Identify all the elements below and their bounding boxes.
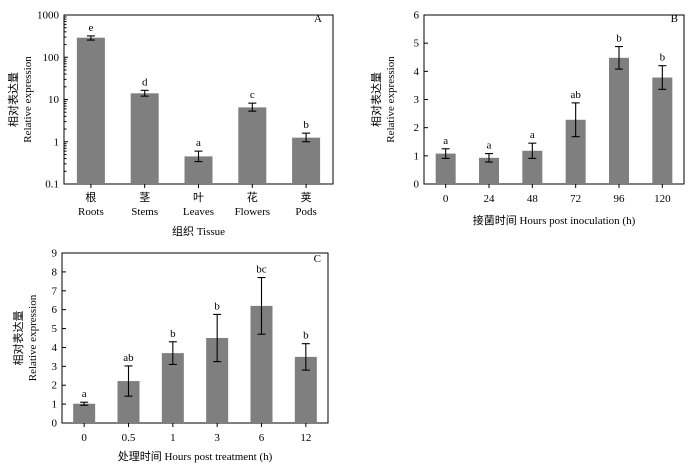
- significance-letter: a: [82, 388, 87, 400]
- x-tick-label: 0: [81, 432, 87, 444]
- y-tick-label: 0.1: [45, 179, 59, 191]
- x-tick-label: 24: [484, 193, 496, 205]
- y-tick-label: 3: [52, 361, 58, 373]
- bar: [206, 338, 229, 423]
- x-tick-label: 48: [527, 193, 539, 205]
- y-axis-title-cn: 相对表达量: [6, 72, 20, 127]
- y-tick-label: 7: [52, 285, 58, 297]
- x-tick-label-cn: 叶: [193, 191, 204, 204]
- significance-letter: d: [142, 76, 148, 88]
- y-tick-label: 100: [43, 52, 60, 64]
- y-tick-label: 4: [414, 66, 420, 78]
- significance-letter: ab: [570, 89, 581, 101]
- significance-letter: ab: [123, 352, 134, 364]
- significance-letter: a: [196, 137, 201, 149]
- y-tick-label: 2: [414, 122, 420, 134]
- y-tick-label: 10: [48, 94, 60, 106]
- y-tick-label: 6: [414, 10, 420, 22]
- y-tick-label: 1000: [37, 10, 60, 22]
- panel-letter: A: [314, 13, 322, 25]
- bar: [292, 137, 321, 184]
- x-tick-label: 96: [614, 193, 626, 205]
- bar: [609, 57, 629, 184]
- x-tick-label-cn: 荚: [301, 190, 312, 204]
- x-tick-label: Stems: [131, 206, 158, 218]
- y-tick-label: 5: [414, 38, 420, 50]
- bar: [479, 157, 499, 184]
- significance-letter: b: [660, 52, 666, 64]
- y-tick-label: 1: [52, 399, 58, 411]
- bar: [294, 356, 317, 423]
- y-tick-label: 0: [52, 418, 58, 430]
- significance-letter: b: [214, 300, 220, 312]
- bar: [250, 305, 273, 423]
- x-tick-label: 3: [214, 432, 220, 444]
- x-tick-label-cn: 花: [247, 191, 258, 204]
- significance-letter: b: [303, 119, 309, 131]
- y-tick-label: 6: [52, 304, 58, 316]
- x-tick-label: 0: [443, 193, 449, 205]
- bar: [73, 403, 96, 423]
- x-axis-title: 接菌时间 Hours post inoculation (h): [473, 214, 636, 227]
- significance-letter: a: [530, 129, 535, 141]
- x-tick-label-cn: 根: [85, 190, 96, 204]
- y-tick-label: 9: [52, 248, 58, 260]
- x-tick-label-cn: 茎: [139, 191, 150, 204]
- plot-frame: [61, 252, 329, 424]
- panel-b-inoculation-chart: 0 1 2 3 4 5 6 a 0 a 24 a 48 ab 72 b 96 b 120 B 相对表达量 Relative…: [369, 10, 685, 227]
- x-tick-label: 1: [170, 432, 176, 444]
- x-tick-label: Flowers: [235, 206, 270, 218]
- significance-letter: c: [250, 89, 255, 101]
- panel-letter: C: [314, 253, 321, 265]
- panel-letter: B: [671, 13, 678, 25]
- x-tick-label: 0.5: [122, 432, 136, 444]
- significance-letter: a: [487, 140, 492, 152]
- y-tick-label: 8: [52, 266, 58, 278]
- bar: [435, 153, 456, 184]
- x-tick-label: 120: [654, 193, 671, 205]
- bar: [238, 107, 267, 184]
- bar: [652, 77, 673, 184]
- y-axis-title-cn: 相对表达量: [11, 311, 25, 366]
- y-tick-label: 1: [54, 136, 60, 148]
- bar: [565, 119, 586, 184]
- x-axis-title: 处理时间 Hours post treatment (h): [118, 450, 273, 463]
- y-tick-label: 2: [52, 380, 58, 392]
- x-tick-label: Pods: [295, 206, 316, 218]
- y-tick-label: 0: [414, 179, 420, 191]
- x-axis-title: 组织 Tissue: [172, 224, 225, 238]
- y-tick-label: 3: [414, 94, 420, 106]
- x-tick-label: 12: [300, 432, 311, 444]
- y-axis-title: Relative expression: [385, 56, 397, 143]
- significance-letter: b: [170, 328, 176, 340]
- significance-letter: b: [616, 33, 622, 45]
- y-tick-label: 1: [414, 150, 420, 162]
- bar: [76, 37, 105, 184]
- bar: [117, 381, 140, 423]
- panel-a-tissue-chart: 0.1 1 10 100 1000 e 根 Roots d 茎 Stems a 叶 Leaves c 花 Flo…: [6, 10, 334, 238]
- bar: [522, 150, 543, 184]
- x-tick-label: Leaves: [183, 206, 214, 218]
- y-tick-label: 5: [52, 323, 58, 335]
- x-tick-label: Roots: [78, 206, 104, 218]
- plot-frame: [423, 14, 685, 185]
- y-tick-label: 4: [52, 342, 58, 354]
- significance-letter: a: [443, 135, 448, 147]
- y-axis-title: Relative expression: [22, 56, 34, 143]
- significance-letter: e: [88, 22, 93, 34]
- bar: [161, 353, 184, 423]
- y-axis-title: Relative expression: [27, 294, 39, 381]
- significance-letter: bc: [256, 264, 267, 276]
- x-tick-label: 72: [570, 193, 581, 205]
- bar: [130, 93, 159, 184]
- significance-letter: b: [303, 330, 309, 342]
- y-axis-title-cn: 相对表达量: [369, 72, 383, 127]
- x-tick-label: 6: [259, 432, 265, 444]
